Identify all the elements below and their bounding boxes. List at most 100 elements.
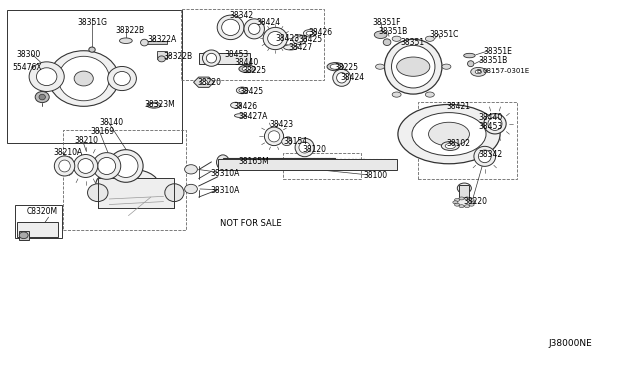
Ellipse shape: [268, 131, 280, 142]
Ellipse shape: [184, 165, 197, 174]
Text: 38426: 38426: [233, 102, 257, 111]
Text: 38210A: 38210A: [53, 148, 83, 157]
Circle shape: [412, 113, 486, 155]
Ellipse shape: [488, 117, 502, 131]
Ellipse shape: [158, 56, 166, 62]
Text: 38210: 38210: [74, 136, 98, 145]
Ellipse shape: [230, 102, 241, 108]
Text: 38351C: 38351C: [430, 30, 460, 39]
Ellipse shape: [202, 50, 220, 66]
Text: C8320M: C8320M: [26, 207, 58, 216]
Text: B: B: [476, 69, 481, 74]
Bar: [98, 178, 174, 208]
Ellipse shape: [467, 61, 474, 67]
Ellipse shape: [456, 198, 473, 206]
Text: 38165M: 38165M: [238, 157, 269, 166]
Ellipse shape: [59, 160, 70, 172]
Circle shape: [470, 201, 476, 204]
Text: 38426: 38426: [308, 28, 333, 37]
Ellipse shape: [39, 94, 45, 100]
Text: 38225: 38225: [334, 63, 358, 72]
Bar: [223, 158, 335, 168]
Circle shape: [465, 197, 470, 200]
Ellipse shape: [109, 150, 143, 182]
Ellipse shape: [464, 53, 475, 58]
Ellipse shape: [296, 37, 304, 42]
Ellipse shape: [478, 150, 491, 163]
Text: 38421: 38421: [447, 102, 470, 111]
Ellipse shape: [307, 31, 314, 35]
Circle shape: [442, 64, 451, 69]
Ellipse shape: [282, 137, 292, 145]
Text: 38351B: 38351B: [379, 26, 408, 36]
Ellipse shape: [484, 113, 506, 134]
Bar: [218, 159, 397, 170]
Text: 38220: 38220: [463, 197, 487, 206]
Circle shape: [453, 201, 458, 204]
Bar: [460, 185, 469, 200]
Circle shape: [426, 36, 435, 41]
Text: 38424: 38424: [256, 18, 280, 27]
Circle shape: [454, 198, 460, 201]
Text: 55476X: 55476X: [12, 63, 42, 72]
Ellipse shape: [88, 184, 108, 202]
Ellipse shape: [458, 183, 471, 193]
Text: 38427: 38427: [288, 43, 312, 52]
Circle shape: [392, 36, 401, 41]
Circle shape: [459, 197, 464, 200]
Ellipse shape: [35, 92, 49, 103]
Ellipse shape: [242, 67, 252, 71]
Ellipse shape: [385, 39, 442, 94]
Text: 38140: 38140: [100, 118, 124, 127]
Ellipse shape: [299, 142, 310, 153]
Circle shape: [397, 57, 430, 76]
Bar: [419, 102, 516, 179]
Circle shape: [469, 203, 474, 206]
Ellipse shape: [150, 103, 158, 107]
Bar: [17, 222, 58, 237]
Text: 38100: 38100: [364, 171, 388, 180]
Text: 38323M: 38323M: [145, 100, 175, 109]
Bar: [145, 41, 167, 44]
Ellipse shape: [200, 80, 207, 84]
Text: 38440: 38440: [478, 113, 502, 122]
Text: 38154: 38154: [284, 137, 308, 146]
Circle shape: [429, 122, 469, 146]
Ellipse shape: [58, 56, 109, 101]
Text: 38424: 38424: [340, 73, 365, 82]
Ellipse shape: [19, 232, 28, 238]
Ellipse shape: [221, 19, 239, 36]
Text: 38342: 38342: [229, 11, 253, 20]
Text: 38310A: 38310A: [210, 169, 239, 177]
Ellipse shape: [264, 127, 284, 145]
Ellipse shape: [141, 39, 148, 46]
Text: 38351F: 38351F: [372, 19, 401, 28]
Ellipse shape: [49, 51, 119, 106]
Text: J38000NE: J38000NE: [548, 339, 593, 348]
Text: NOT FOR SALE: NOT FOR SALE: [220, 219, 282, 228]
Ellipse shape: [445, 143, 456, 148]
Text: 38425: 38425: [239, 87, 264, 96]
Ellipse shape: [303, 30, 316, 37]
Ellipse shape: [217, 15, 244, 39]
Ellipse shape: [78, 158, 93, 173]
Text: 38351: 38351: [401, 38, 424, 48]
Ellipse shape: [114, 154, 138, 177]
Text: 38440: 38440: [234, 58, 259, 67]
Text: 38342: 38342: [478, 150, 502, 158]
Ellipse shape: [234, 114, 246, 118]
Ellipse shape: [236, 87, 248, 94]
Text: 38453: 38453: [478, 122, 502, 131]
Circle shape: [398, 105, 500, 164]
Ellipse shape: [158, 52, 166, 58]
Circle shape: [459, 205, 464, 208]
Ellipse shape: [74, 71, 93, 86]
Text: 38300: 38300: [17, 50, 41, 59]
Circle shape: [426, 92, 435, 97]
Ellipse shape: [204, 54, 212, 62]
Bar: [19, 231, 29, 240]
Ellipse shape: [333, 69, 351, 86]
Ellipse shape: [263, 28, 287, 49]
Bar: [157, 51, 167, 59]
Ellipse shape: [216, 155, 229, 170]
